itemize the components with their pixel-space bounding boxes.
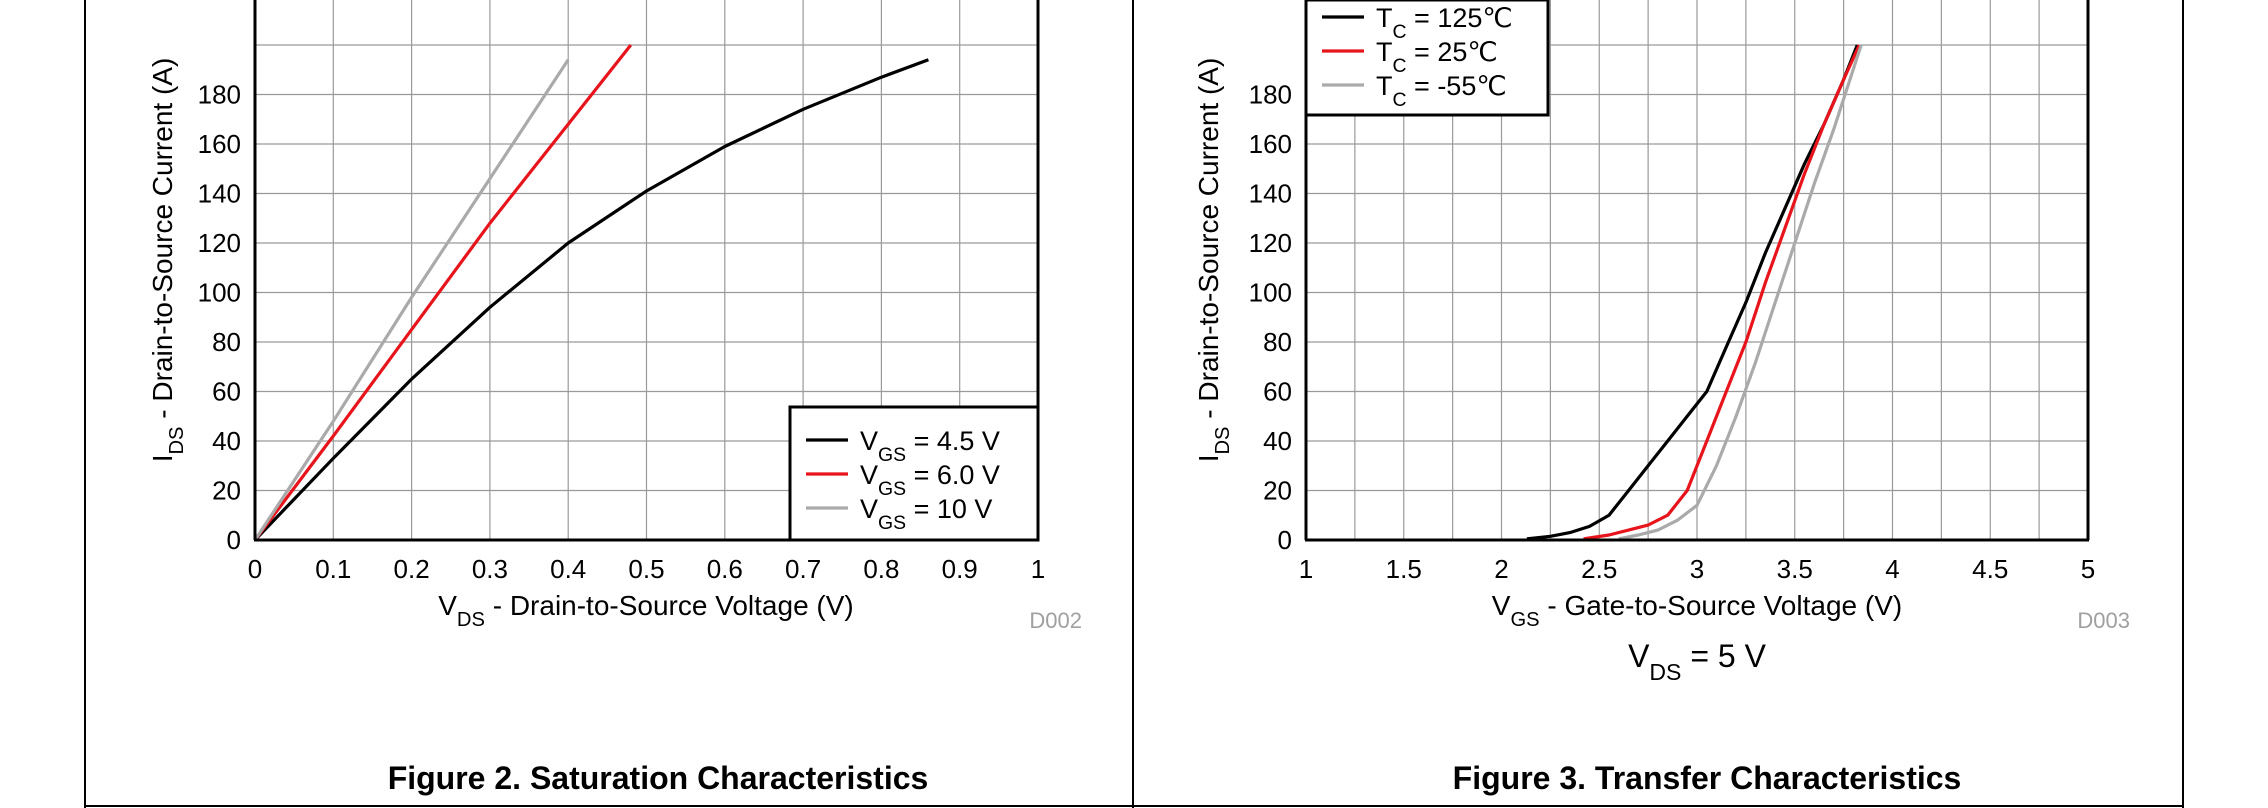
x-tick-label: 3.5 — [1777, 554, 1813, 584]
x-tick-label: 0.8 — [863, 554, 899, 584]
legend-label: VGS = 6.0 V — [860, 460, 1000, 500]
figure-2-saturation-chart: 0 0.1 0.2 0.3 0.4 0.5 0.6 0.7 0.8 0.9 1 0 20 40 60 80 10… — [147, 0, 1082, 796]
y-tick-label: 20 — [212, 475, 241, 505]
legend-label: VGS = 10 V — [860, 494, 992, 534]
y-tick-label: 120 — [1249, 228, 1292, 258]
y-tick-label: 120 — [198, 228, 241, 258]
series-line-1 — [1583, 44, 1861, 540]
x-tick-label: 0.6 — [707, 554, 743, 584]
figure-caption: Figure 3. Transfer Characteristics — [1453, 760, 1962, 796]
y-tick-label: 140 — [198, 178, 241, 208]
y-tick-label: 40 — [1263, 426, 1292, 456]
y-tick-label: 160 — [1249, 129, 1292, 159]
y-tick-label: 180 — [1249, 79, 1292, 109]
x-tick-label: 0.4 — [550, 554, 586, 584]
x-tick-label: 5 — [2081, 554, 2095, 584]
x-tick-label: 4.5 — [1972, 554, 2008, 584]
y-tick-label: 160 — [198, 129, 241, 159]
x-tick-label: 4 — [1885, 554, 1899, 584]
series-line-0 — [255, 58, 929, 540]
legend-label: TC = 25℃ — [1376, 37, 1498, 77]
x-axis-label: VGS - Gate-to-Source Voltage (V) — [1492, 590, 1902, 631]
x-tick-label: 3 — [1690, 554, 1704, 584]
y-tick-label: 40 — [212, 426, 241, 456]
legend-label: TC = -55℃ — [1376, 71, 1507, 111]
figure-code: D002 — [1029, 608, 1082, 633]
x-tick-label: 0 — [248, 554, 262, 584]
legend-label: VGS = 4.5 V — [860, 426, 1000, 466]
x-axis-label: VDS - Drain-to-Source Voltage (V) — [438, 590, 854, 631]
y-tick-label: 140 — [1249, 178, 1292, 208]
y-tick-label: 60 — [1263, 376, 1292, 406]
y-tick-label: 60 — [212, 376, 241, 406]
series-line-2 — [1618, 44, 1863, 540]
y-tick-label: 80 — [1263, 327, 1292, 357]
y-tick-label: 100 — [198, 277, 241, 307]
x-tick-label: 1 — [1031, 554, 1045, 584]
x-tick-label: 0.7 — [785, 554, 821, 584]
x-tick-label: 1.5 — [1386, 554, 1422, 584]
y-tick-label: 0 — [1278, 525, 1292, 555]
x-tick-label: 0.5 — [628, 554, 664, 584]
x-tick-label: 0.1 — [315, 554, 351, 584]
y-tick-label: 20 — [1263, 475, 1292, 505]
x-tick-label: 1 — [1299, 554, 1313, 584]
y-tick-label: 180 — [198, 79, 241, 109]
y-axis-label: IDS - Drain-to-Source Current (A) — [1193, 58, 1234, 463]
y-tick-label: 0 — [227, 525, 241, 555]
figure-code: D003 — [2077, 608, 2130, 633]
y-tick-label: 80 — [212, 327, 241, 357]
legend-label: TC = 125℃ — [1376, 3, 1513, 43]
series-line-1 — [255, 44, 633, 540]
y-tick-label: 100 — [1249, 277, 1292, 307]
figure-3-transfer-chart: 1 1.5 2 2.5 3 3.5 4 4.5 5 0 20 40 60 80 100 120 140 160 18… — [1193, 0, 2130, 796]
x-tick-label: 0.9 — [942, 554, 978, 584]
series-line-0 — [1526, 44, 1859, 540]
x-tick-label: 0.3 — [472, 554, 508, 584]
x-tick-label: 0.2 — [394, 554, 430, 584]
x-tick-label: 2.5 — [1581, 554, 1617, 584]
y-axis-label: IDS - Drain-to-Source Current (A) — [147, 58, 188, 463]
figure-caption: Figure 2. Saturation Characteristics — [388, 760, 929, 796]
x-tick-label: 2 — [1494, 554, 1508, 584]
series-line-2 — [255, 58, 570, 540]
legend-box — [1304, 0, 1550, 117]
test-condition: VDS = 5 V — [1628, 638, 1767, 685]
